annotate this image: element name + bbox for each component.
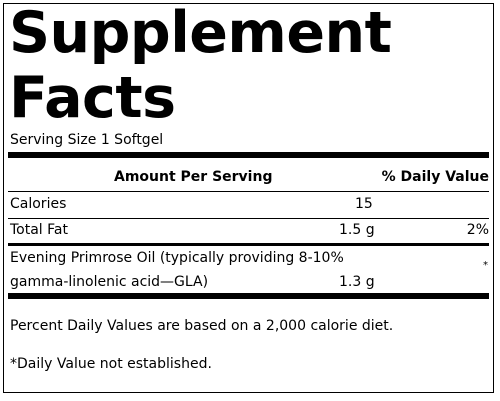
supplement-facts-panel: Supplement Facts Serving Size 1 Softgel … xyxy=(3,3,494,393)
title-line1: Supplement xyxy=(9,0,392,66)
total-fat-daily-value: 2% xyxy=(466,222,489,238)
row-divider xyxy=(8,218,489,219)
evening-primrose-oil-daily-value: * xyxy=(483,260,488,271)
total-fat-label: Total Fat xyxy=(10,222,68,238)
title-line2: Facts xyxy=(9,65,176,131)
daily-value-header: % Daily Value xyxy=(381,169,489,185)
calories-amount: 15 xyxy=(355,196,373,212)
footnote-percent-daily-values: Percent Daily Values are based on a 2,00… xyxy=(10,318,394,334)
serving-size: Serving Size 1 Softgel xyxy=(10,132,164,148)
evening-primrose-oil-label-line1: Evening Primrose Oil (typically providin… xyxy=(10,250,344,266)
calories-label: Calories xyxy=(10,196,67,212)
total-fat-amount: 1.5 g xyxy=(339,222,375,238)
header-rule xyxy=(8,152,489,158)
amount-per-serving-header: Amount Per Serving xyxy=(114,169,273,185)
footnote-daily-value-not-established: *Daily Value not established. xyxy=(10,356,212,372)
row-divider-medium xyxy=(8,243,489,246)
row-divider xyxy=(8,191,489,192)
evening-primrose-oil-amount: 1.3 g xyxy=(339,274,375,290)
footer-rule xyxy=(8,293,489,299)
evening-primrose-oil-label-line2: gamma-linolenic acid—GLA) xyxy=(10,274,209,290)
